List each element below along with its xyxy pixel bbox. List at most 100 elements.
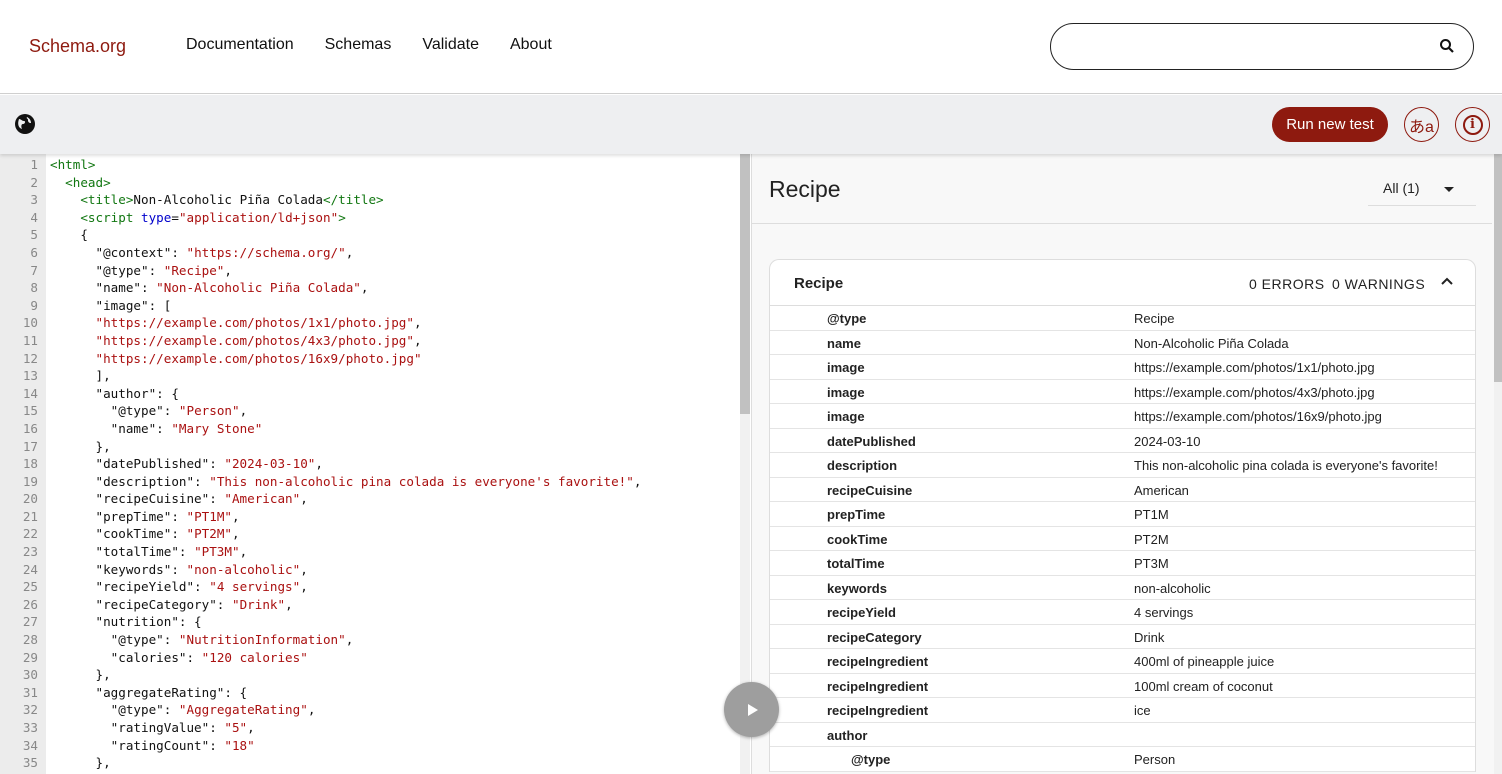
code-line[interactable]: 15 "@type": "Person",: [0, 402, 641, 420]
nav-about[interactable]: About: [509, 36, 552, 53]
logo[interactable]: Schema.org: [29, 36, 127, 56]
code-token: <title>: [80, 192, 134, 208]
code-line[interactable]: 13 ],: [0, 367, 641, 385]
code-line[interactable]: 33 "ratingValue": "5",: [0, 719, 641, 737]
code-line[interactable]: 4 <script type="application/ld+json">: [0, 209, 641, 227]
line-number: 16: [22, 420, 38, 436]
line-number: 12: [22, 350, 38, 366]
code-token: ,: [300, 491, 308, 507]
code-line[interactable]: 8 "name": "Non-Alcoholic Piña Colada",: [0, 279, 641, 297]
line-number: 27: [22, 614, 38, 630]
line-text: "https://example.com/photos/4x3/photo.jp…: [38, 332, 422, 350]
line-text: },: [38, 438, 110, 456]
chevron-up-icon[interactable]: [1441, 277, 1453, 285]
code-line[interactable]: 21 "prepTime": "PT1M",: [0, 508, 641, 526]
code-line[interactable]: 18 "datePublished": "2024-03-10",: [0, 455, 641, 473]
scrollbar-thumb[interactable]: [1494, 154, 1502, 382]
code-line[interactable]: 1 <html>: [0, 156, 641, 174]
top-header: Schema.org Documentation Schemas Validat…: [0, 0, 1502, 94]
code-token: "Person": [178, 403, 240, 419]
code-token: ,: [300, 579, 308, 595]
code-line[interactable]: 6 "@context": "https://schema.org/",: [0, 244, 641, 262]
globe-icon[interactable]: [14, 113, 36, 135]
code-token: "calories":: [50, 649, 202, 665]
code-line[interactable]: 2 <head>: [0, 174, 641, 192]
code-line[interactable]: 34 "ratingCount": "18": [0, 737, 641, 755]
search-icon[interactable]: [1439, 38, 1455, 54]
code-line[interactable]: 29 "calories": "120 calories": [0, 649, 641, 667]
code-line[interactable]: 26 "recipeCategory": "Drink",: [0, 596, 641, 614]
line-text: "image": [: [38, 297, 171, 315]
property-name: datePublished: [827, 433, 916, 449]
code-content[interactable]: 1 <html> 2 <head> 3 <title>Non-Alcoholic Pi…: [0, 156, 642, 772]
code-line[interactable]: 16 "name": "Mary Stone": [0, 420, 641, 438]
code-line[interactable]: 27 "nutrition": {: [0, 613, 641, 631]
nav-documentation[interactable]: Documentation: [186, 36, 294, 53]
code-token: >: [338, 209, 346, 225]
search-input[interactable]: [1050, 23, 1474, 70]
language-button[interactable]: あa: [1404, 107, 1439, 142]
code-line[interactable]: 11 "https://example.com/photos/4x3/photo…: [0, 332, 641, 350]
error-count: 0 ERRORS: [1249, 276, 1325, 292]
code-line[interactable]: 14 "author": {: [0, 385, 641, 403]
code-editor[interactable]: 1 <html> 2 <head> 3 <title>Non-Alcoholic Pi…: [0, 154, 750, 774]
property-name: keywords: [827, 580, 887, 596]
line-number: 5: [30, 227, 38, 243]
code-line[interactable]: 22 "cookTime": "PT2M",: [0, 525, 641, 543]
result-card: Recipe 0 ERRORS 0 WARNINGS @type Recipe na…: [769, 259, 1476, 772]
code-token: "name":: [50, 420, 172, 436]
code-token: "Drink": [231, 596, 286, 612]
line-text: "@type": "Recipe",: [38, 262, 232, 280]
table-row: image https://example.com/photos/16x9/pho…: [770, 404, 1475, 429]
line-text: "name": "Non-Alcoholic Piña Colada",: [38, 279, 368, 297]
line-text: ],: [38, 367, 110, 385]
property-value: This non-alcoholic pina colada is everyo…: [1134, 458, 1438, 473]
card-header[interactable]: Recipe 0 ERRORS 0 WARNINGS: [770, 260, 1475, 306]
editor-scrollbar[interactable]: [740, 154, 750, 774]
property-value: 2024-03-10: [1134, 433, 1201, 449]
code-line[interactable]: 12 "https://example.com/photos/16x9/phot…: [0, 350, 641, 368]
run-new-test-button[interactable]: Run new test: [1272, 107, 1388, 142]
property-name: description: [827, 458, 898, 473]
code-line[interactable]: 20 "recipeCuisine": "American",: [0, 490, 641, 508]
nav-validate[interactable]: Validate: [422, 36, 479, 53]
run-test-button[interactable]: [724, 682, 779, 737]
code-line[interactable]: 5 {: [0, 226, 641, 244]
filter-dropdown[interactable]: All (1): [1368, 174, 1476, 206]
code-line[interactable]: 9 "image": [: [0, 297, 641, 315]
property-value: 100ml cream of coconut: [1134, 678, 1273, 694]
code-line[interactable]: 17 },: [0, 438, 641, 456]
code-line[interactable]: 7 "@type": "Recipe",: [0, 262, 641, 280]
toolbar: Run new test あa i: [0, 95, 1502, 154]
property-value: https://example.com/photos/4x3/photo.jpg: [1134, 384, 1375, 400]
code-line[interactable]: 35 },: [0, 754, 641, 772]
table-row: recipeCuisine American: [770, 478, 1475, 502]
line-number: 7: [30, 262, 38, 278]
line-text: "aggregateRating": {: [38, 684, 247, 702]
line-text: "calories": "120 calories": [38, 649, 308, 667]
line-number: 21: [22, 508, 38, 524]
code-token: "prepTime":: [50, 508, 187, 524]
code-line[interactable]: 31 "aggregateRating": {: [0, 684, 641, 702]
results-scrollbar[interactable]: [1494, 154, 1502, 774]
warning-count: 0 WARNINGS: [1332, 276, 1426, 292]
code-line[interactable]: 24 "keywords": "non-alcoholic",: [0, 561, 641, 579]
line-number: 23: [22, 544, 38, 560]
line-number: 6: [30, 244, 38, 260]
code-line[interactable]: 25 "recipeYield": "4 servings",: [0, 578, 641, 596]
info-button[interactable]: i: [1455, 107, 1490, 142]
code-line[interactable]: 32 "@type": "AggregateRating",: [0, 701, 641, 719]
line-number: 11: [22, 332, 38, 348]
code-token: "description":: [50, 473, 210, 489]
scrollbar-thumb[interactable]: [740, 154, 750, 414]
code-line[interactable]: 30 },: [0, 666, 641, 684]
code-line[interactable]: 23 "totalTime": "PT3M",: [0, 543, 641, 561]
code-token: "author": {: [50, 385, 179, 401]
code-line[interactable]: 3 <title>Non-Alcoholic Piña Colada</titl…: [0, 191, 641, 209]
code-line[interactable]: 10 "https://example.com/photos/1x1/photo…: [0, 314, 641, 332]
code-line[interactable]: 28 "@type": "NutritionInformation",: [0, 631, 641, 649]
code-line[interactable]: 19 "description": "This non-alcoholic pi…: [0, 473, 642, 491]
code-token: type: [141, 209, 172, 225]
nav-schemas[interactable]: Schemas: [324, 36, 392, 53]
line-number: 2: [30, 174, 38, 190]
